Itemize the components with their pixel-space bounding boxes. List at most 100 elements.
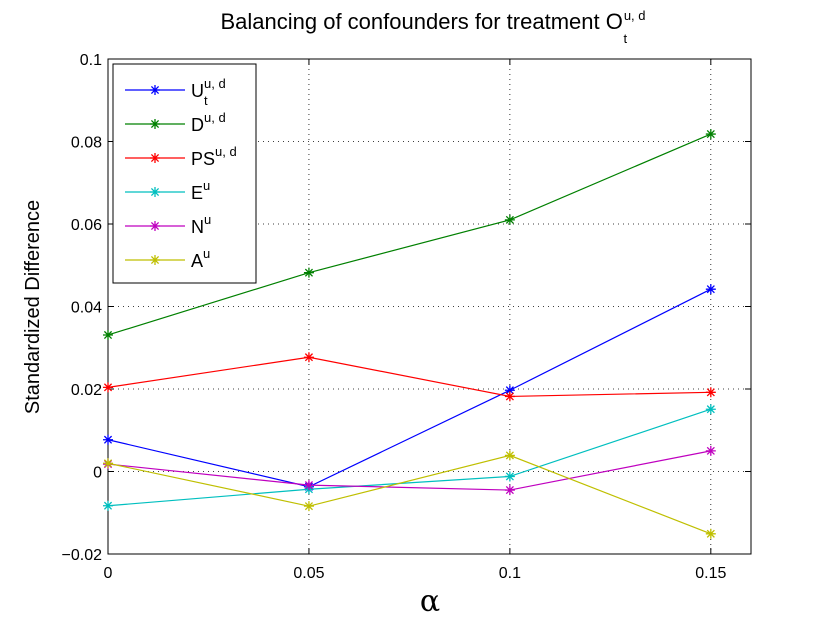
series-point-a-shape: [705, 528, 716, 539]
series-point-a-shape: [504, 450, 515, 461]
series-line-e: [107, 408, 712, 507]
legend-label-base: U: [191, 81, 204, 101]
series-point-ps: [504, 391, 515, 402]
legend-label: Au: [191, 246, 210, 271]
series-point-d-shape: [103, 329, 113, 340]
legend-marker-shape: [150, 153, 160, 163]
y-tick-label: 0: [93, 465, 102, 482]
legend-marker: [150, 85, 160, 95]
legend-marker: [150, 187, 160, 197]
legend-marker-shape: [150, 221, 160, 231]
series-point-d-shape: [504, 214, 515, 225]
legend-label-sup: u, d: [204, 76, 226, 91]
y-tick-label: 0.06: [71, 217, 102, 234]
legend-label: PSu, d: [191, 144, 237, 169]
series-point-n-shape: [705, 445, 716, 456]
series-point-a: [705, 528, 716, 539]
series-point-ps-shape: [504, 391, 515, 402]
series-point-a: [504, 450, 515, 461]
y-tick-label: 0.02: [71, 382, 102, 399]
series-line-n: [107, 450, 711, 491]
legend-item: PSu, d: [125, 144, 237, 169]
series-point-d: [103, 329, 113, 340]
series-point-e-shape: [705, 404, 716, 415]
series-point-ps: [303, 352, 314, 363]
legend-item: Uu, d t: [125, 76, 226, 108]
series-point-n: [504, 485, 515, 496]
legend-marker-shape: [150, 255, 160, 265]
series-point-ps: [705, 387, 716, 398]
legend-item: Nu: [125, 212, 211, 237]
series-point-a: [103, 458, 113, 469]
series-line-u: [107, 288, 712, 488]
series-point-e-shape: [504, 471, 515, 482]
series-point-u-shape: [504, 385, 515, 396]
y-tick-label: 0.1: [80, 52, 102, 69]
legend-label-base: D: [191, 115, 204, 135]
legend-label-sup: u: [203, 246, 210, 261]
series-point-e: [504, 471, 515, 482]
legend-marker: [150, 153, 160, 163]
x-tick-label: 0.15: [695, 565, 726, 582]
legend-label: Nu: [191, 212, 211, 237]
legend-marker: [150, 221, 160, 231]
series-point-n: [705, 445, 716, 456]
legend-label-sup: u, d: [204, 110, 226, 125]
x-tick-label: 0.05: [293, 565, 324, 582]
legend-label: Uu, d t: [191, 76, 226, 108]
x-tick-label: 0: [104, 565, 113, 582]
x-axis-label: α: [420, 584, 440, 619]
series-point-ps-shape: [303, 352, 314, 363]
legend-box: [112, 63, 257, 284]
series-point-n-shape: [504, 485, 515, 496]
legend-label-base: PS: [191, 149, 215, 169]
chart-title-text: Balancing of confounders for treatment O: [220, 9, 622, 34]
legend-label-base: N: [191, 217, 204, 237]
series-point-u: [705, 284, 716, 295]
legend-label-sup: u, d: [215, 144, 237, 159]
series-point-e: [705, 404, 716, 415]
y-tick-label: −0.02: [62, 547, 103, 564]
legend-item: Eu: [125, 178, 210, 203]
series-point-u: [504, 385, 515, 396]
legend-item: Du, d: [125, 110, 226, 135]
series-point-u-shape: [705, 284, 716, 295]
legend-item: Au: [125, 246, 210, 271]
legend-label: Du, d: [191, 110, 226, 135]
legend-label-sup: u: [203, 178, 210, 193]
series-point-e-shape: [103, 500, 113, 511]
chart-title: Balancing of confounders for treatment O…: [220, 8, 645, 46]
y-tick-label: 0.04: [71, 300, 102, 317]
series-point-a-shape: [303, 501, 314, 512]
series-point-ps-shape: [103, 382, 113, 393]
series-point-e: [103, 500, 113, 511]
series-point-d-shape: [303, 267, 314, 278]
y-axis-label: Standardized Difference: [22, 200, 44, 414]
series-point-d: [303, 267, 314, 278]
legend-marker: [150, 119, 160, 129]
series-point-n-shape: [303, 480, 314, 491]
series-point-u: [103, 434, 113, 445]
series-line-ps: [107, 356, 711, 398]
series-point-a: [303, 501, 314, 512]
legend-label-sup: u: [204, 212, 211, 227]
series-point-d: [705, 129, 716, 140]
series-point-d: [504, 214, 515, 225]
chart-title-sup: u, d: [624, 8, 646, 23]
legend-label: Eu: [191, 178, 210, 203]
legend-marker-shape: [150, 119, 160, 129]
series-point-u-shape: [103, 434, 113, 445]
series-line-d: [107, 133, 712, 336]
legend-marker-shape: [150, 85, 160, 95]
series-line-a: [107, 454, 712, 535]
x-tick-label: 0.1: [499, 565, 521, 582]
series-point-ps-shape: [705, 387, 716, 398]
series-point-a-shape: [103, 458, 113, 469]
legend-label-base: E: [191, 183, 203, 203]
series-point-ps: [103, 382, 113, 393]
legend-marker: [150, 255, 160, 265]
legend-marker-shape: [150, 187, 160, 197]
